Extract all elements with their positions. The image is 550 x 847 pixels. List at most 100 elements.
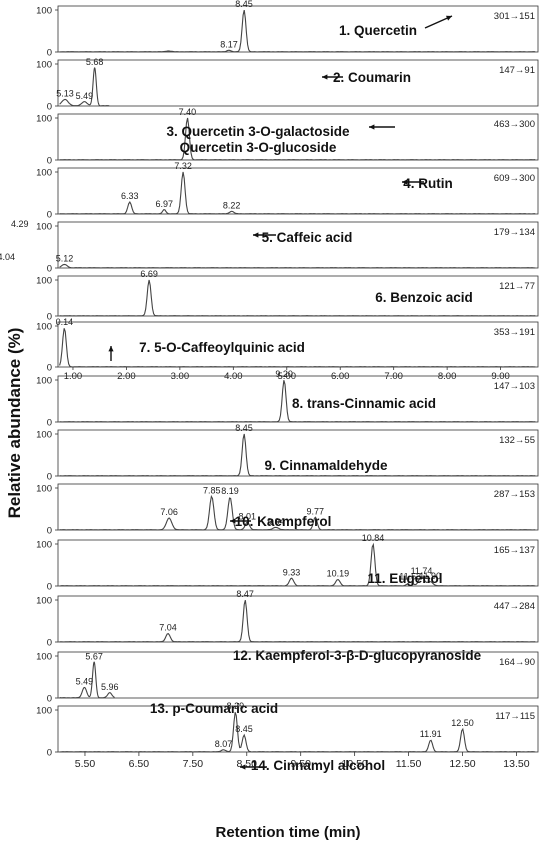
- x-tick-label: 11.50: [396, 758, 422, 770]
- y-tick-label: 100: [36, 706, 52, 717]
- x-tick-label: 1.00: [64, 371, 83, 382]
- panel-5: 0 100 4.29 4.04 5.12 179→134 5. Caffeic acid: [0, 219, 539, 275]
- x-axis-bottom: 5.50 6.50 7.50 8.50 9.50 10.50 11.50 12.50 13.50: [75, 752, 530, 770]
- panel-frame: [57, 651, 539, 699]
- x-tick-label: 8.50: [237, 758, 258, 770]
- peak-label: 8.01: [239, 511, 257, 521]
- transition-label: 287→153: [494, 489, 535, 500]
- peak-label: 11.91: [420, 729, 442, 739]
- x-tick-label: 2.00: [117, 371, 136, 382]
- compound-label: 14. Cinnamyl alcohol: [251, 758, 385, 773]
- panel-frame: [57, 59, 539, 107]
- peak-label: 9.33: [283, 567, 301, 577]
- x-tick-label: 9.50: [290, 758, 311, 770]
- compound-label: 6. Benzoic acid: [375, 290, 473, 305]
- panel-4: 0 100 7.32 6.33 6.97 8.22 609→300 4. Rutin: [36, 161, 539, 221]
- y-tick-label: 100: [36, 652, 52, 663]
- transition-label: 301→151: [494, 11, 535, 22]
- y-tick-label: 0: [47, 102, 52, 113]
- panel-frame: [57, 539, 539, 587]
- y-tick-label: 0: [47, 418, 52, 429]
- peak-label: 5.96: [101, 682, 119, 692]
- x-tick-label: 7.50: [183, 758, 204, 770]
- peak-label: 6.97: [155, 199, 173, 209]
- compound-label: 10. Kaempferol: [235, 514, 332, 529]
- transition-label: 117→115: [495, 711, 535, 722]
- x-tick-label: 10.50: [341, 758, 367, 770]
- trace-line: [59, 9, 536, 53]
- y-tick-label: 100: [36, 276, 52, 287]
- y-tick-label: 0: [47, 264, 52, 275]
- compound-label: 11. Eugenol: [367, 571, 442, 586]
- y-tick-label: 100: [36, 596, 52, 607]
- peak-label: 4.29: [11, 219, 29, 229]
- x-tick-label: 12.50: [449, 758, 475, 770]
- peak-label: 5.13: [56, 89, 74, 99]
- peak-label: 5.49: [76, 677, 94, 687]
- panel-6: 0 100 6.69 121→77 6. Benzoic acid: [36, 269, 539, 323]
- panel-frame: [57, 221, 539, 269]
- peak-label: 8.45: [235, 724, 253, 734]
- x-tick-label: 9.00: [491, 371, 510, 382]
- y-tick-label: 0: [47, 694, 52, 705]
- trace-line: [59, 380, 536, 423]
- peak-label: 7.06: [160, 507, 178, 517]
- arrow-head: [253, 232, 259, 238]
- transition-label: 147→103: [494, 381, 535, 392]
- x-tick-label: 4.00: [224, 371, 243, 382]
- transition-label: 165→137: [494, 545, 535, 556]
- transition-label: 132→55: [499, 435, 535, 446]
- peak-label: 7.40: [179, 107, 197, 117]
- peak-label: 7.32: [174, 161, 192, 171]
- y-tick-label: 0: [47, 526, 52, 537]
- panel-9: 0 100 8.45 132→55 9. Cinnamaldehyde: [36, 423, 539, 483]
- y-tick-label: 0: [47, 156, 52, 167]
- y-axis-label: Relative abundance (%): [5, 328, 24, 519]
- peak-label: 9.20: [275, 369, 293, 379]
- peak-label: 8.22: [223, 200, 241, 210]
- peak-label: 8.45: [235, 0, 253, 9]
- y-tick-label: 0: [47, 472, 52, 483]
- panel-14: 0 100 8.29 8.458.07 11.91 12.50 117→115 14. Cin…: [36, 701, 539, 773]
- y-tick-label: 100: [36, 322, 52, 333]
- x-tick-label: 5.50: [75, 758, 96, 770]
- transition-label: 463→300: [494, 119, 535, 130]
- trace-line: [59, 433, 536, 477]
- trace-line: [59, 67, 110, 107]
- y-tick-label: 100: [36, 168, 52, 179]
- compound-label: 5. Caffeic acid: [262, 230, 353, 245]
- peak-label: 8.07: [215, 739, 233, 749]
- peak-label: 8.47: [236, 589, 254, 599]
- panel-2: 0 100 5.68 5.13 5.49 147→91 2. Coumarin: [36, 57, 539, 113]
- peak-label: 8.45: [235, 423, 253, 433]
- peak-label: 12.50: [451, 718, 474, 728]
- peak-label: 5.49: [76, 91, 94, 101]
- trace-line: [59, 494, 536, 531]
- y-tick-label: 100: [36, 540, 52, 551]
- y-tick-label: 100: [36, 430, 52, 441]
- trace-line: [59, 263, 536, 269]
- y-tick-label: 0: [47, 312, 52, 323]
- transition-label: 164→90: [499, 657, 535, 668]
- transition-label: 147→91: [499, 65, 535, 76]
- panel-1: 0 100 8.45 8.17 301→151 1. Quercetin: [36, 0, 539, 59]
- trace-line: [59, 279, 536, 317]
- transition-label: 121→77: [499, 281, 535, 292]
- y-tick-label: 0: [47, 48, 52, 59]
- peak-label: 5.12: [56, 254, 74, 264]
- trace-line: [59, 328, 536, 368]
- panel-8: 0 100 9.20 147→103 8. trans-Cinnamic acid: [36, 369, 539, 429]
- compound-label: 3. Quercetin 3-O-galactoside: [166, 124, 350, 139]
- peak-label: 5.68: [86, 57, 104, 67]
- peak-label: 8.29: [227, 701, 245, 711]
- transition-label: 447→284: [494, 601, 535, 612]
- x-tick-label: 8.00: [438, 371, 457, 382]
- peak-label: 4.04: [0, 252, 15, 262]
- panel-3: 0 100 7.40 463→300 3. Quercetin 3-O-galactos…: [36, 107, 539, 167]
- panel-7: 0 100 0.14 353→191 7. 5-O-Caffeoylquinic aci…: [36, 317, 539, 382]
- peak-label: 5.67: [85, 651, 103, 661]
- compound-label: 1. Quercetin: [339, 23, 417, 38]
